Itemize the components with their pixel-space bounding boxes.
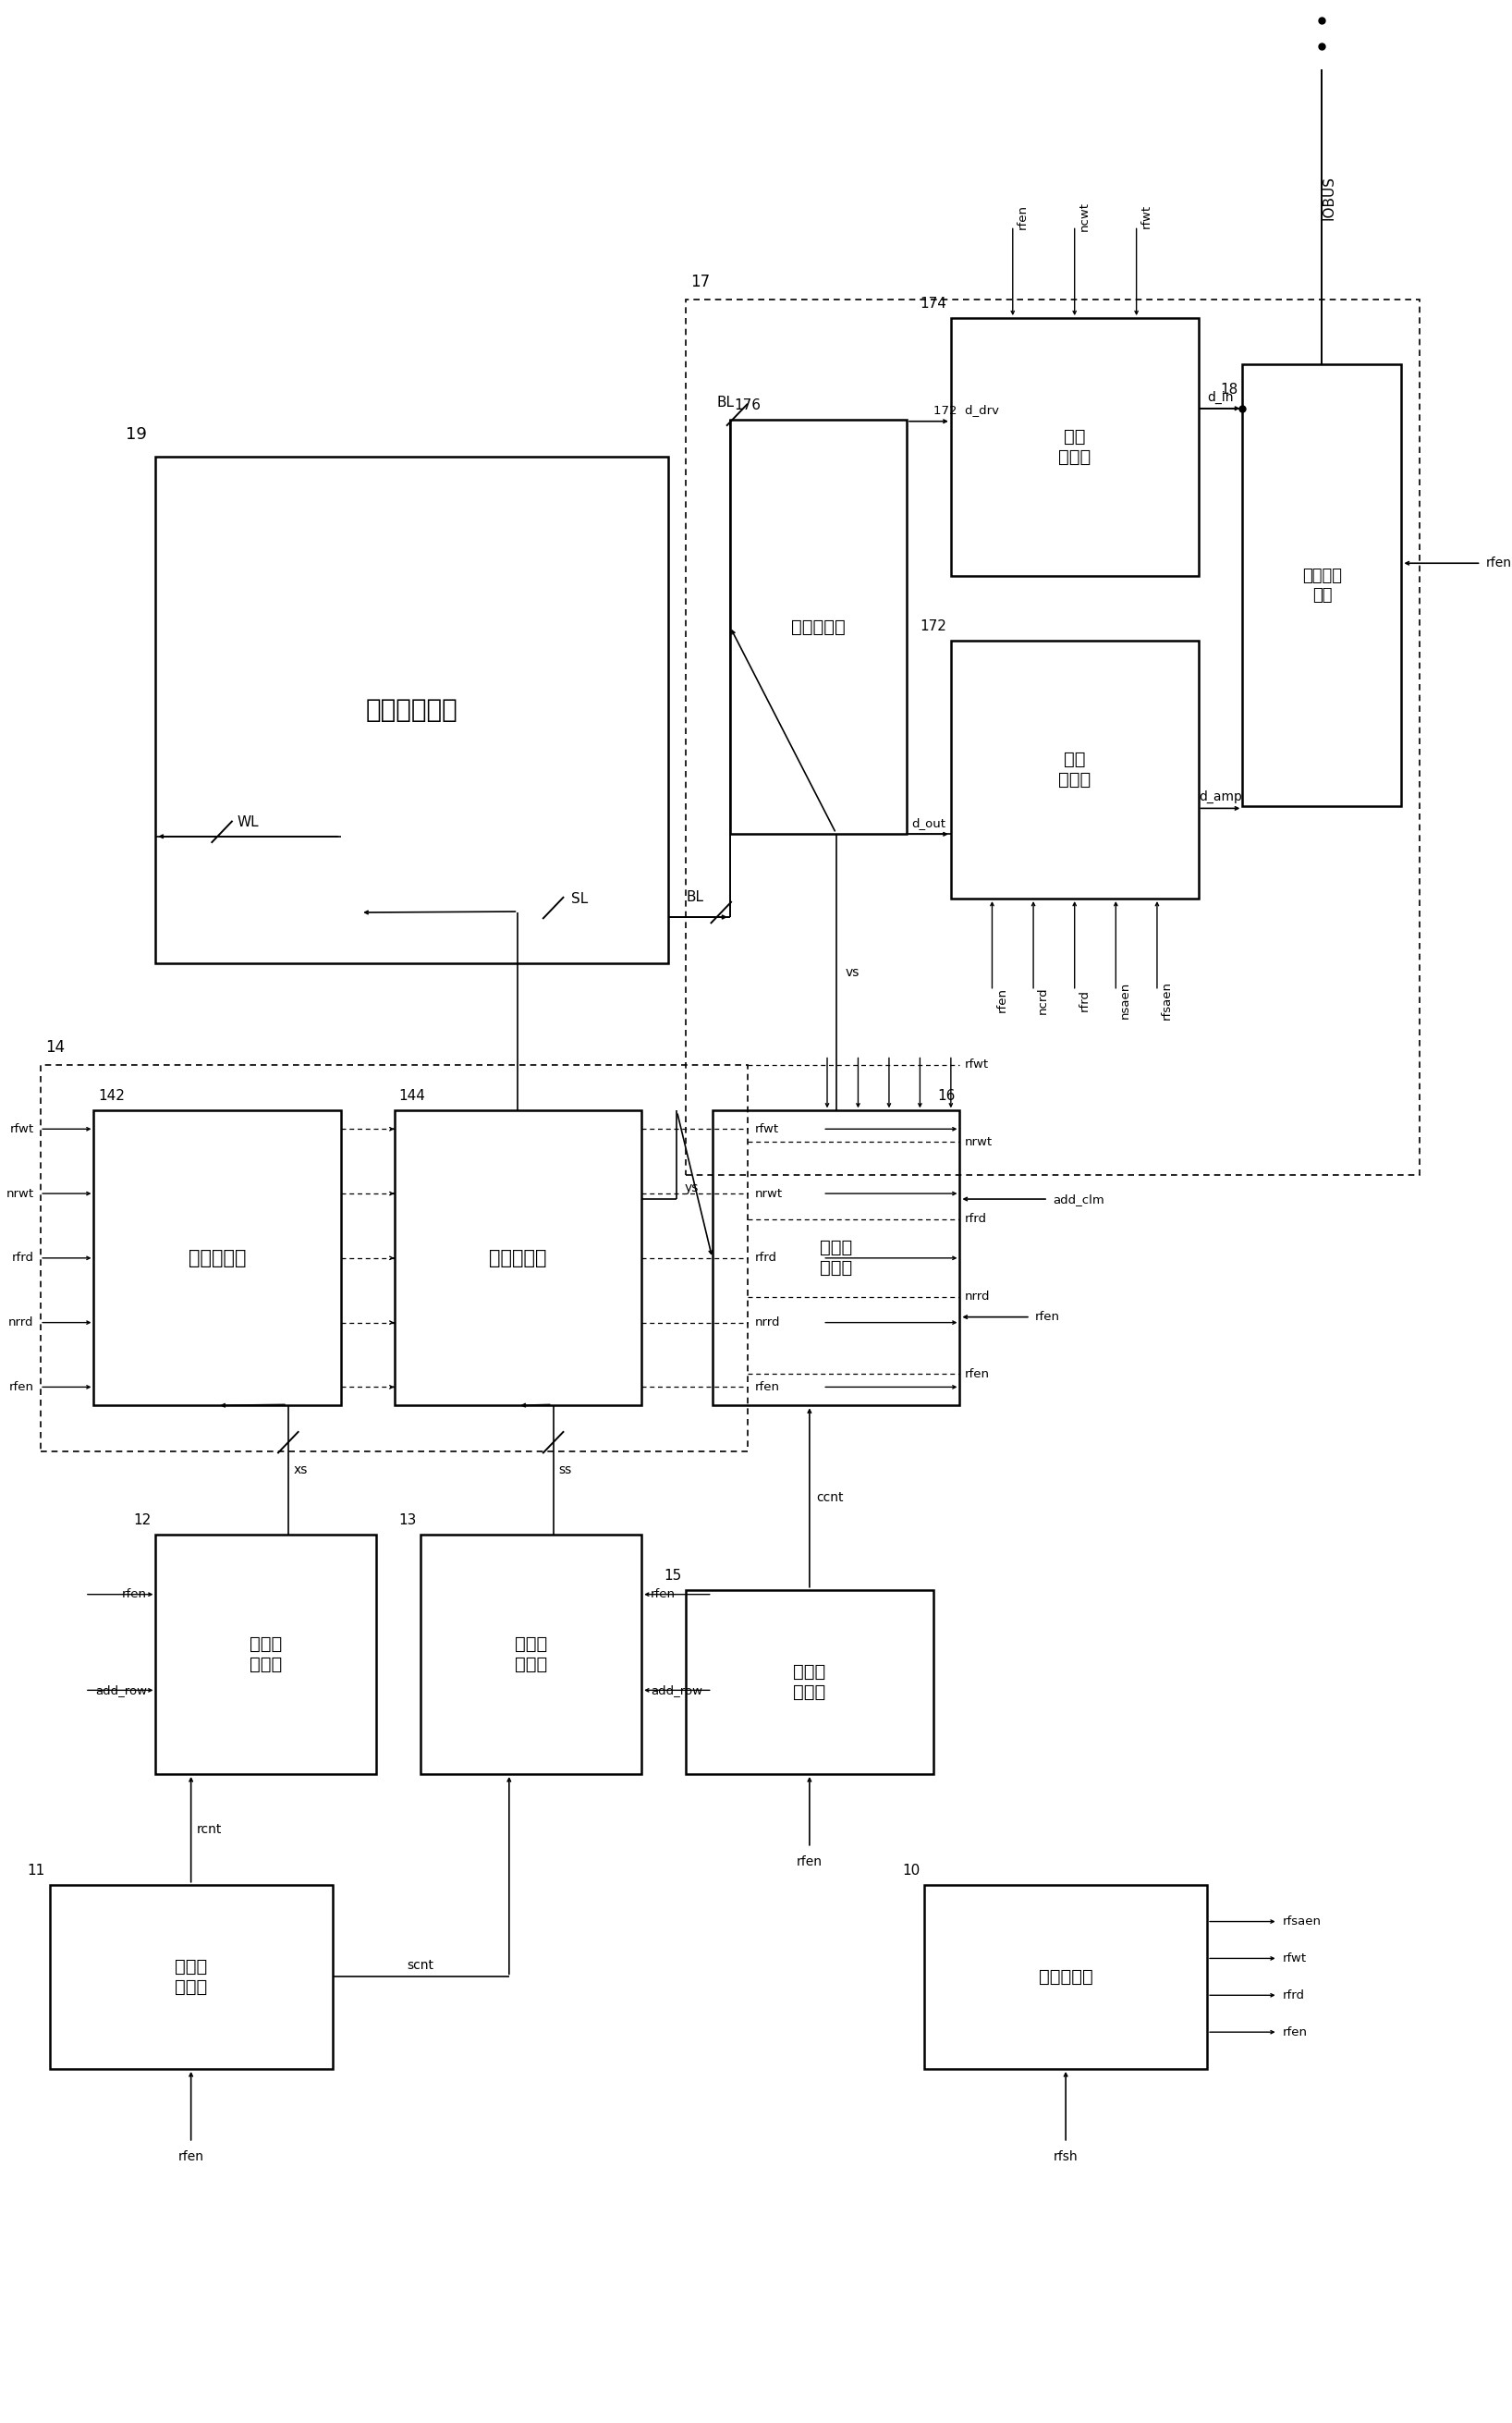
Text: SL: SL — [572, 892, 588, 906]
Text: 感测
放大器: 感测 放大器 — [1058, 751, 1090, 787]
Text: rfrd: rfrd — [754, 1253, 777, 1265]
Bar — [686, 300, 1420, 1175]
Text: rfwt: rfwt — [965, 1059, 989, 1071]
Text: rfen: rfen — [1485, 557, 1512, 569]
Text: rfen: rfen — [995, 989, 1007, 1013]
Text: 源线驱动器: 源线驱动器 — [488, 1248, 547, 1267]
Text: 19: 19 — [125, 426, 147, 443]
Text: 16: 16 — [937, 1090, 956, 1102]
Text: nrwt: nrwt — [965, 1136, 993, 1149]
Bar — [924, 1885, 1207, 2069]
Bar — [395, 1110, 641, 1405]
Text: BL: BL — [717, 395, 735, 409]
Text: rfen: rfen — [1034, 1311, 1060, 1323]
Text: rfsh: rfsh — [1054, 2149, 1078, 2164]
Text: 源地址
解码器: 源地址 解码器 — [516, 1636, 547, 1674]
Text: scnt: scnt — [407, 1960, 434, 1972]
Text: rfwt: rfwt — [754, 1122, 779, 1134]
Text: 13: 13 — [398, 1514, 416, 1526]
Text: 字线驱动器: 字线驱动器 — [189, 1248, 246, 1267]
Text: 位线
驱动器: 位线 驱动器 — [1058, 429, 1090, 465]
Text: 10: 10 — [903, 1863, 919, 1878]
Text: WL: WL — [237, 817, 260, 829]
Bar — [686, 1589, 933, 1774]
Text: rfen: rfen — [754, 1381, 780, 1393]
Text: rfrd: rfrd — [1078, 989, 1090, 1010]
Text: nrwt: nrwt — [754, 1187, 783, 1199]
Text: 位线复用器: 位线复用器 — [791, 618, 845, 635]
Text: rfen: rfen — [1282, 2026, 1308, 2038]
Text: 存储单元区块: 存储单元区块 — [366, 698, 458, 722]
Text: add_row: add_row — [650, 1684, 702, 1696]
Text: 15: 15 — [664, 1568, 682, 1582]
Bar — [712, 1110, 960, 1405]
Text: 142: 142 — [98, 1090, 125, 1102]
Bar — [1243, 363, 1402, 807]
Text: 列刷新
计数器: 列刷新 计数器 — [794, 1662, 826, 1701]
Text: 行刷新
计数器: 行刷新 计数器 — [175, 1958, 207, 1997]
Text: vs: vs — [845, 967, 859, 979]
Text: 144: 144 — [399, 1090, 425, 1102]
Text: rfrd: rfrd — [12, 1253, 33, 1265]
Text: d_amp: d_amp — [1199, 790, 1241, 804]
Bar — [156, 456, 668, 964]
Bar — [951, 317, 1199, 577]
Text: rfen: rfen — [1016, 204, 1028, 230]
Text: rfwt: rfwt — [1140, 204, 1152, 228]
Text: rcnt: rcnt — [197, 1822, 222, 1837]
Text: rfen: rfen — [9, 1381, 33, 1393]
Text: rfsaen: rfsaen — [1282, 1917, 1321, 1929]
Text: 刷新控制器: 刷新控制器 — [1039, 1967, 1093, 1984]
Text: d_out: d_out — [912, 817, 945, 829]
Text: rfen: rfen — [965, 1369, 990, 1381]
Bar — [730, 419, 907, 834]
Text: nrwt: nrwt — [6, 1187, 33, 1199]
Text: rfwt: rfwt — [9, 1122, 33, 1134]
Text: rfen: rfen — [650, 1589, 676, 1602]
Text: 172: 172 — [919, 620, 947, 632]
Text: 列地址
解码器: 列地址 解码器 — [820, 1238, 853, 1277]
Bar — [156, 1534, 376, 1774]
Text: 行地址
解码器: 行地址 解码器 — [249, 1636, 283, 1674]
Text: 11: 11 — [27, 1863, 45, 1878]
Text: nsaen: nsaen — [1119, 981, 1131, 1018]
Bar — [94, 1110, 342, 1405]
Text: 174: 174 — [919, 298, 947, 310]
Text: 176: 176 — [735, 397, 761, 412]
Bar — [50, 1885, 333, 2069]
Bar — [951, 640, 1199, 899]
Text: ncrd: ncrd — [1037, 986, 1049, 1013]
Text: BL: BL — [686, 889, 703, 904]
Text: 数据总线
开关: 数据总线 开关 — [1302, 567, 1341, 603]
Text: 17: 17 — [689, 274, 709, 291]
Text: nrrd: nrrd — [754, 1316, 780, 1328]
Bar — [420, 1534, 641, 1774]
Text: 172  d_drv: 172 d_drv — [933, 405, 999, 417]
Text: rfen: rfen — [122, 1589, 147, 1602]
Text: rfrd: rfrd — [1282, 1989, 1305, 2001]
Text: ncwt: ncwt — [1078, 201, 1090, 233]
Bar — [41, 1064, 747, 1451]
Text: ys: ys — [683, 1182, 699, 1195]
Text: 18: 18 — [1220, 383, 1238, 397]
Text: xs: xs — [293, 1463, 307, 1476]
Text: 12: 12 — [133, 1514, 151, 1526]
Text: ccnt: ccnt — [816, 1490, 844, 1505]
Text: IOBUS: IOBUS — [1321, 177, 1337, 220]
Text: add_row: add_row — [95, 1684, 147, 1696]
Text: 14: 14 — [45, 1039, 65, 1056]
Text: ss: ss — [558, 1463, 572, 1476]
Text: d_in: d_in — [1207, 390, 1234, 405]
Text: nrrd: nrrd — [8, 1316, 33, 1328]
Text: rfen: rfen — [178, 2149, 204, 2164]
Text: add_clm: add_clm — [1052, 1192, 1104, 1204]
Text: nrrd: nrrd — [965, 1291, 990, 1304]
Text: rfwt: rfwt — [1282, 1953, 1306, 1965]
Text: rfrd: rfrd — [965, 1214, 987, 1226]
Text: rfsaen: rfsaen — [1161, 981, 1173, 1020]
Text: rfen: rfen — [797, 1856, 823, 1868]
